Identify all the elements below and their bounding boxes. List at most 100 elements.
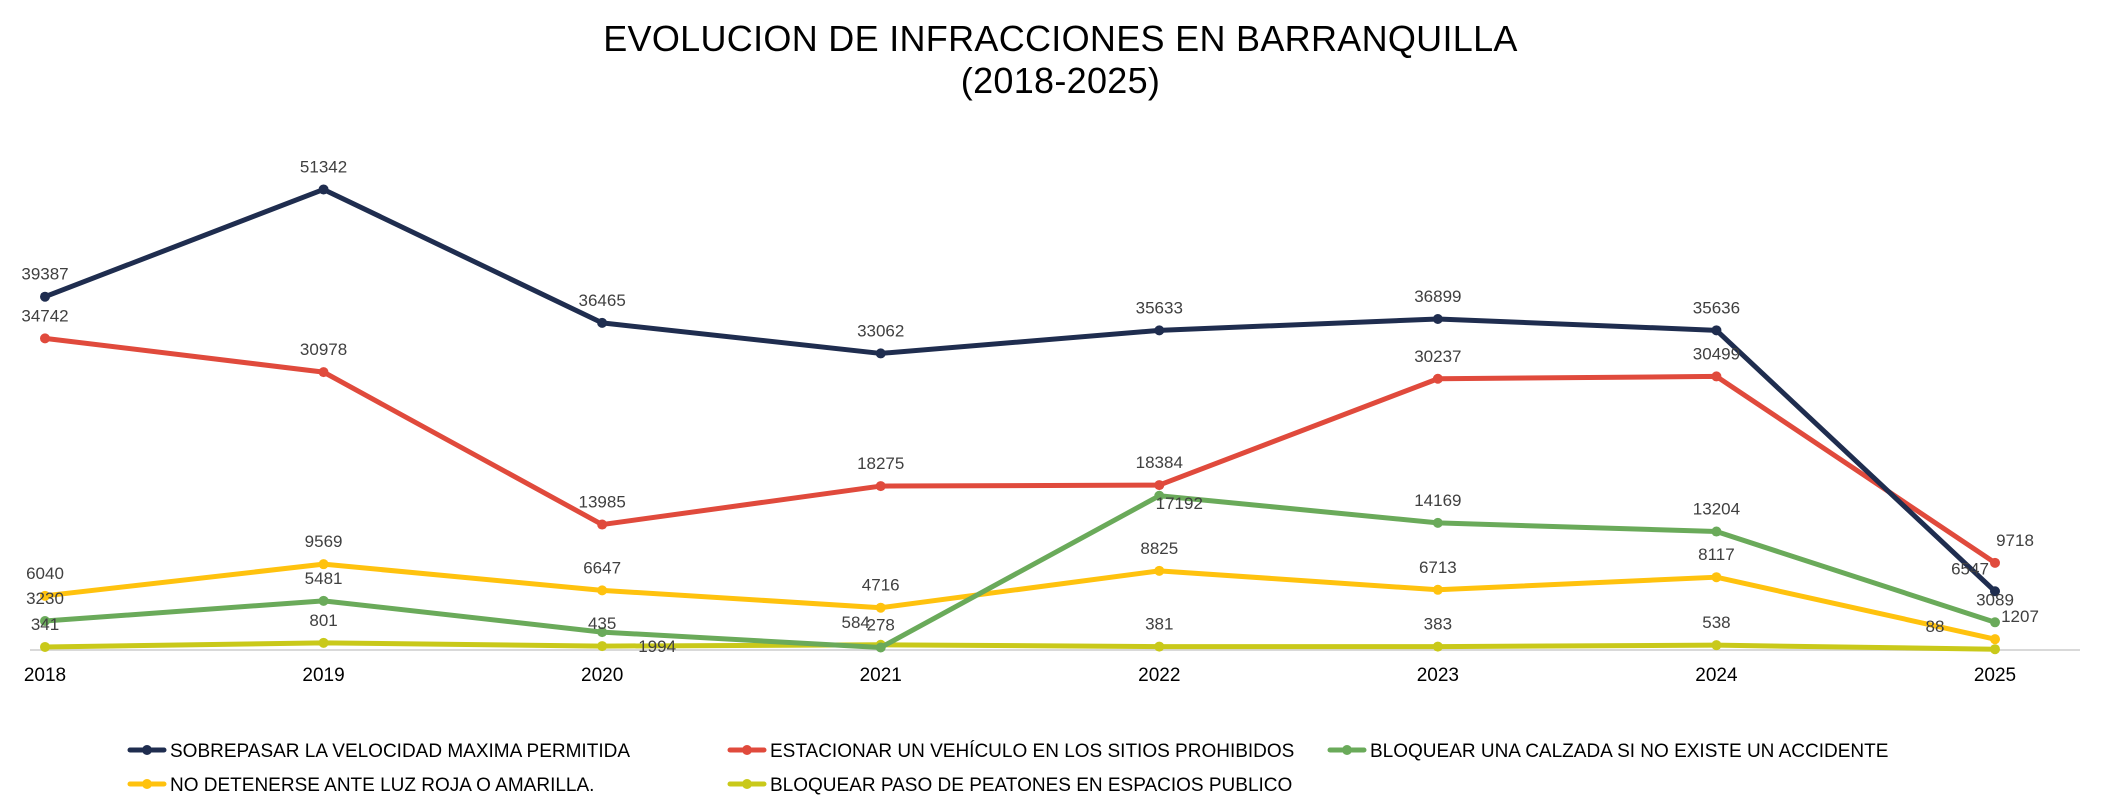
data-point xyxy=(875,642,886,653)
data-point xyxy=(40,641,50,652)
data-label: 9718 xyxy=(1996,531,2034,550)
data-label: 35636 xyxy=(1693,298,1740,317)
data-label: 35633 xyxy=(1136,298,1183,317)
data-point xyxy=(1154,480,1165,491)
legend-marker xyxy=(142,779,152,789)
data-point xyxy=(1432,373,1443,384)
data-label: 8117 xyxy=(1698,545,1735,564)
data-label: 30978 xyxy=(300,340,347,359)
data-label: 538 xyxy=(1702,613,1730,632)
data-point xyxy=(1711,572,1722,583)
x-tick-label: 2021 xyxy=(860,665,902,686)
series-layer xyxy=(40,184,2000,655)
x-tick-label: 2019 xyxy=(302,665,344,686)
data-point xyxy=(1154,490,1165,501)
series-line-1 xyxy=(42,186,1998,594)
data-point xyxy=(1990,644,2000,655)
data-point xyxy=(40,590,50,601)
data-label: 383 xyxy=(1424,615,1452,634)
chart-title: EVOLUCION DE INFRACCIONES EN BARRANQUILL… xyxy=(603,18,1518,59)
x-tick-label: 2020 xyxy=(581,665,623,686)
data-label: 13985 xyxy=(579,493,626,512)
series-line-2 xyxy=(42,335,1998,566)
data-point xyxy=(318,637,329,648)
data-label: 3230 xyxy=(26,589,64,608)
series-line-3 xyxy=(42,493,1998,651)
data-point xyxy=(1154,565,1165,576)
data-point xyxy=(1432,517,1443,528)
data-label: 381 xyxy=(1145,615,1173,634)
data-point xyxy=(597,585,608,596)
data-label: 341 xyxy=(31,615,59,634)
legend-label: BLOQUEAR PASO DE PEATONES EN ESPACIOS PU… xyxy=(770,775,1292,796)
data-point xyxy=(875,481,886,492)
x-tick-labels: 2018 2019 2020 2021 2022 2023 2024 2025 xyxy=(24,665,2016,686)
chart-subtitle: (2018-2025) xyxy=(960,60,1161,101)
data-point xyxy=(1432,641,1443,652)
legend-marker xyxy=(742,779,752,789)
data-point xyxy=(1990,634,2000,645)
data-label: 39387 xyxy=(21,265,68,284)
x-tick-label: 2022 xyxy=(1138,665,1180,686)
data-label: 435 xyxy=(588,614,616,633)
data-point xyxy=(1990,586,2000,597)
data-point xyxy=(1990,557,2000,568)
data-point xyxy=(40,291,50,302)
x-tick-label: 2023 xyxy=(1417,665,1459,686)
data-label: 36465 xyxy=(579,291,626,310)
x-tick-label: 2018 xyxy=(24,665,66,686)
data-label: 8825 xyxy=(1140,539,1178,558)
data-label: 88 xyxy=(1926,617,1945,636)
data-point xyxy=(1432,314,1443,325)
data-label: 33062 xyxy=(857,321,904,340)
data-label: 4716 xyxy=(862,576,900,595)
data-label: 5481 xyxy=(305,569,343,588)
legend-label: NO DETENERSE ANTE LUZ ROJA O AMARILLA. xyxy=(170,775,594,796)
data-point xyxy=(875,602,886,613)
data-point xyxy=(1711,526,1722,537)
data-label: 14169 xyxy=(1414,491,1461,510)
data-point xyxy=(1711,371,1722,382)
data-point xyxy=(597,627,608,638)
data-label: 17192 xyxy=(1156,494,1203,513)
data-point xyxy=(1990,617,2000,628)
data-label: 278 xyxy=(867,616,895,635)
legend-label: BLOQUEAR UNA CALZADA SI NO EXISTE UN ACC… xyxy=(1370,741,1888,762)
data-label: 13204 xyxy=(1693,500,1740,519)
data-point xyxy=(1711,325,1722,336)
data-label: 6040 xyxy=(26,564,64,583)
data-label: 36899 xyxy=(1414,287,1461,306)
data-label: 1994 xyxy=(638,637,676,656)
data-point xyxy=(318,595,329,606)
data-label: 18275 xyxy=(857,454,904,473)
data-label: 6713 xyxy=(1419,558,1457,577)
series-line-5 xyxy=(42,640,1998,652)
data-label: 6547 xyxy=(1951,559,1989,578)
data-label: 9569 xyxy=(305,532,343,551)
data-label: 18384 xyxy=(1136,453,1183,472)
data-label: 30499 xyxy=(1693,344,1740,363)
data-point xyxy=(597,317,608,328)
data-point xyxy=(40,333,50,344)
data-point xyxy=(1711,640,1722,651)
data-point xyxy=(597,641,608,652)
legend-label: SOBREPASAR LA VELOCIDAD MAXIMA PERMITIDA xyxy=(170,741,630,762)
data-point xyxy=(1154,641,1165,652)
legend-label: ESTACIONAR UN VEHÍCULO EN LOS SITIOS PRO… xyxy=(770,741,1294,762)
legend-marker xyxy=(1342,745,1352,755)
x-tick-label: 2024 xyxy=(1695,665,1738,686)
data-point xyxy=(1432,584,1443,595)
data-point xyxy=(40,616,50,627)
data-label: 6647 xyxy=(583,558,621,577)
x-tick-label: 2025 xyxy=(1974,665,2016,686)
data-label: 801 xyxy=(309,611,337,630)
data-label: 1207 xyxy=(2001,607,2039,626)
data-point xyxy=(318,184,329,195)
legend-marker xyxy=(142,745,152,755)
data-point xyxy=(318,367,329,378)
data-label: 30237 xyxy=(1414,347,1461,366)
data-point xyxy=(1154,325,1165,336)
legend-marker xyxy=(742,745,752,755)
data-label: 584 xyxy=(842,613,870,632)
data-point xyxy=(875,348,886,359)
